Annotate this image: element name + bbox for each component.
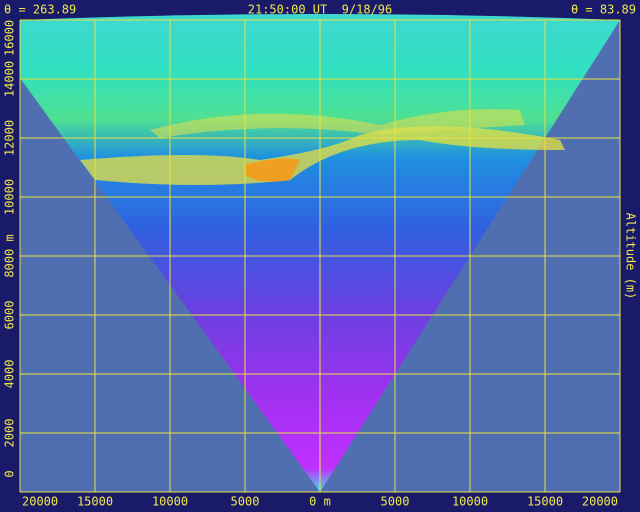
y-tick-label: 0 [3,470,17,477]
y-tick-label: 6000 [3,301,17,330]
x-tick-label: 5000 [381,495,410,509]
y-axis-label: Altitude (m) [624,213,638,300]
y-tick-label: 8000 m [3,234,17,277]
cloud-layer [80,126,565,185]
y-tick-label: 10000 [3,179,17,215]
y-tick-label: 4000 [3,360,17,389]
x-tick-label: 15000 [77,495,113,509]
y-tick-label: 16000 [3,20,17,56]
x-tick-label: 0 m [309,495,331,509]
header-bar [0,0,640,20]
cloud-layer [150,109,525,138]
x-tick-label: 20000 [22,495,58,509]
cloud-core [245,158,300,182]
y-tick-label: 14000 [3,61,17,97]
y-tick-label: 2000 [3,419,17,448]
x-tick-label: 15000 [527,495,563,509]
x-tick-label: 20000 [582,495,618,509]
x-tick-label: 5000 [231,495,260,509]
x-tick-label: 10000 [452,495,488,509]
header-right: θ = 83.89 [571,3,636,17]
x-tick-label: 10000 [152,495,188,509]
header-center: 21:50:00 UT 9/18/96 [248,3,393,17]
header-left: θ = 263.89 [4,3,76,17]
y-tick-label: 12000 [3,120,17,156]
